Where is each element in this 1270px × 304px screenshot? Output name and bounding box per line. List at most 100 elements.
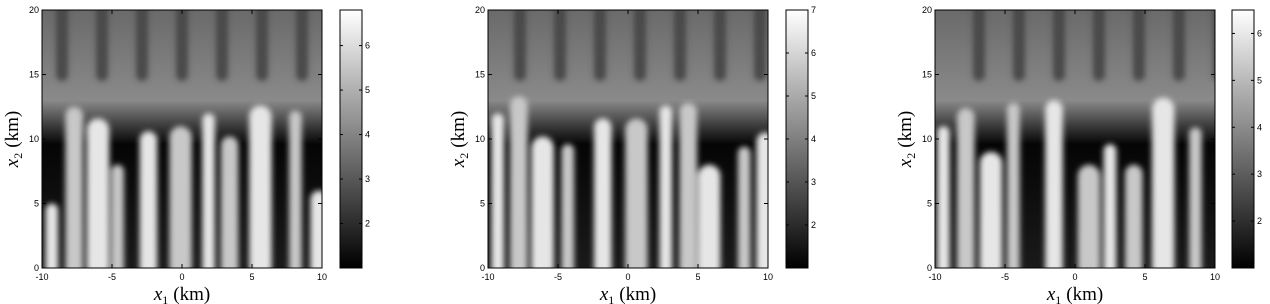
plume: [659, 105, 673, 268]
unit: (km): [2, 111, 23, 148]
plume: [531, 136, 554, 268]
x-tick-label: -10: [928, 272, 941, 282]
subscript: 1: [1055, 293, 1061, 304]
colorbar-tick-label: 5: [1257, 75, 1262, 85]
plume: [510, 96, 528, 268]
colorbar: [339, 9, 363, 269]
x-tick-label: -5: [1001, 272, 1009, 282]
unit: (km): [619, 284, 656, 304]
plume: [937, 126, 950, 268]
plume: [491, 113, 505, 268]
y-axis-label: x2 (km): [895, 111, 918, 168]
x-tick-label: 5: [249, 272, 254, 282]
plume: [561, 144, 575, 268]
field: [937, 10, 1215, 268]
finger: [634, 10, 646, 81]
plume: [1152, 97, 1175, 268]
x-tick-label: 0: [179, 272, 184, 282]
y-tick-label: 10: [475, 134, 485, 144]
finger: [96, 10, 108, 81]
heatmap-image: [42, 10, 322, 268]
y-tick-label: 10: [922, 134, 932, 144]
plume: [1189, 127, 1202, 268]
plume: [756, 132, 768, 268]
symbol: x: [448, 158, 469, 168]
y-tick-label: 0: [927, 263, 932, 273]
y-tick-label: 0: [34, 263, 39, 273]
colorbar-tick-label: 4: [365, 130, 370, 140]
symbol: x: [153, 284, 163, 304]
unit: (km): [173, 284, 210, 304]
colorbar-tick-label: 3: [1257, 169, 1262, 179]
finger: [594, 10, 606, 81]
finger: [1093, 10, 1105, 81]
colorbar-tick-label: 3: [811, 177, 816, 187]
x-tick-label: 10: [763, 272, 773, 282]
x-tick-label: -10: [35, 272, 48, 282]
plume: [86, 118, 110, 268]
x-tick-label: -10: [481, 272, 494, 282]
finger: [1013, 10, 1025, 81]
x-tick-label: 5: [695, 272, 700, 282]
y-tick-label: 5: [480, 199, 485, 209]
x-axis-label: x1 (km): [153, 284, 210, 304]
plume: [698, 164, 721, 268]
plume: [1007, 102, 1020, 268]
finger: [674, 10, 686, 81]
plume: [625, 118, 648, 268]
x-tick-label: -5: [108, 272, 116, 282]
finger: [296, 10, 308, 81]
colorbar-tick-label: 5: [365, 85, 370, 95]
plume: [220, 136, 239, 268]
y-tick-label: 20: [922, 5, 932, 15]
plume: [139, 131, 158, 268]
colorbar-tick-label: 7: [811, 5, 816, 15]
unit: (km): [895, 111, 916, 148]
plume: [737, 146, 751, 268]
y-tick-label: 0: [480, 263, 485, 273]
y-tick-label: 20: [29, 5, 39, 15]
symbol: x: [1046, 284, 1056, 304]
x-tick-label: 10: [317, 272, 327, 282]
subscript: 2: [457, 153, 471, 159]
finger: [1133, 10, 1145, 81]
colorbar: [785, 9, 809, 269]
y-tick-label: 5: [927, 199, 932, 209]
colorbar-tick-label: 6: [811, 48, 816, 58]
finger: [1173, 10, 1185, 81]
plume: [249, 105, 272, 268]
colorbar-tick-label: 6: [1257, 28, 1262, 38]
finger: [514, 10, 526, 81]
plume: [979, 151, 1003, 268]
colorbar-tick-label: 6: [365, 41, 370, 51]
colorbar-tick-label: 5: [811, 91, 816, 101]
finger: [714, 10, 726, 81]
subscript: 1: [608, 293, 614, 304]
symbol: x: [599, 284, 609, 304]
y-tick-label: 20: [475, 5, 485, 15]
plume: [169, 126, 192, 268]
heatmap-image: [488, 10, 768, 268]
subscript: 2: [11, 153, 25, 159]
subscript: 1: [162, 293, 168, 304]
x-tick-label: 0: [1072, 272, 1077, 282]
finger: [973, 10, 985, 81]
plume: [289, 110, 302, 268]
plume: [1103, 144, 1117, 268]
x-axis-label: x1 (km): [1046, 284, 1103, 304]
finger: [56, 10, 68, 81]
colorbar-tick-label: 4: [1257, 122, 1262, 132]
colorbar-tick-label: 3: [365, 174, 370, 184]
y-tick-label: 10: [29, 134, 39, 144]
colorbar-tick-label: 2: [811, 220, 816, 230]
plume: [1125, 164, 1143, 268]
finger: [216, 10, 228, 81]
y-tick-label: 5: [34, 199, 39, 209]
plume: [45, 203, 59, 268]
finger: [554, 10, 566, 81]
plume: [1077, 164, 1101, 268]
